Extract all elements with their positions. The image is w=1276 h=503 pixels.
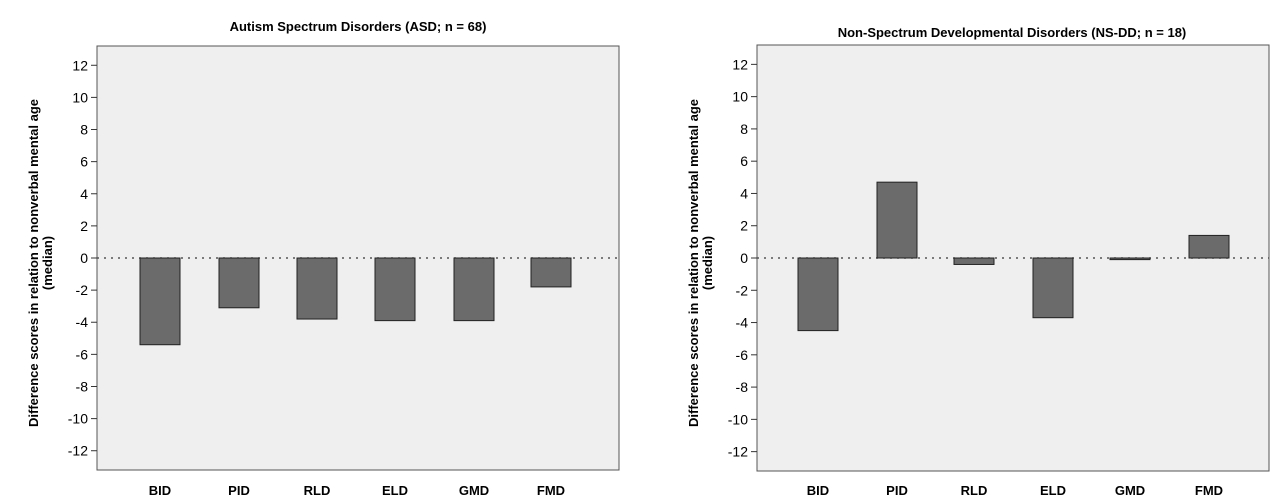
x-tick-label: PID [886, 483, 908, 498]
x-tick-label: GMD [1115, 483, 1145, 498]
y-tick-label: -12 [728, 444, 748, 460]
y-tick-label: -8 [736, 379, 749, 395]
bar-pid [218, 257, 260, 309]
bar-gmd [453, 257, 495, 322]
x-tick-label: PID [228, 483, 250, 498]
chart-title: Non-Spectrum Developmental Disorders (NS… [838, 25, 1187, 40]
x-tick-label: BID [149, 483, 171, 498]
y-tick-label: -4 [736, 315, 749, 331]
bar-fmd [530, 257, 572, 288]
y-tick-label: 6 [740, 153, 748, 169]
bar-fmd [1188, 234, 1230, 259]
y-tick-label: 0 [80, 250, 88, 266]
y-tick-label: 6 [80, 154, 88, 170]
bar-bid [139, 257, 181, 346]
y-tick-label: 12 [732, 56, 748, 72]
bar-pid [876, 181, 918, 259]
bar-rld [953, 257, 995, 265]
x-tick-label: FMD [1195, 483, 1223, 498]
y-tick-label: 10 [72, 89, 88, 105]
chart-title: Autism Spectrum Disorders (ASD; n = 68) [230, 19, 487, 34]
y-tick-label: 2 [740, 218, 748, 234]
y-tick-label: -12 [68, 443, 88, 459]
y-axis-label: Difference scores in relation to nonverb… [26, 99, 41, 427]
x-tick-label: GMD [459, 483, 489, 498]
chart-asd: Autism Spectrum Disorders (ASD; n = 68) … [26, 19, 620, 498]
bar-eld [374, 257, 416, 322]
x-tick-label: ELD [1040, 483, 1066, 498]
y-tick-label: 8 [740, 121, 748, 137]
chart-nsdd: Non-Spectrum Developmental Disorders (NS… [686, 25, 1270, 498]
y-tick-label: 4 [740, 185, 748, 201]
bar-gmd [1109, 257, 1151, 261]
y-tick-label: -2 [76, 282, 89, 298]
y-tick-label: -10 [728, 411, 748, 427]
x-tick-label: BID [807, 483, 829, 498]
y-tick-label: 12 [72, 57, 88, 73]
y-tick-label: -10 [68, 411, 88, 427]
bar-bid [797, 257, 839, 332]
y-axis-label: Difference scores in relation to nonverb… [686, 99, 701, 427]
y-tick-label: 4 [80, 186, 88, 202]
y-axis-label-sub: (median) [700, 236, 715, 290]
y-tick-label: 10 [732, 89, 748, 105]
x-tick-label: ELD [382, 483, 408, 498]
x-tick-label: RLD [304, 483, 331, 498]
x-tick-label: FMD [537, 483, 565, 498]
y-tick-label: -2 [736, 282, 749, 298]
y-tick-label: 8 [80, 122, 88, 138]
y-tick-label: 2 [80, 218, 88, 234]
x-tick-label: RLD [961, 483, 988, 498]
y-tick-label: -6 [76, 346, 89, 362]
y-axis-label-sub: (median) [40, 236, 55, 290]
y-tick-label: -4 [76, 314, 89, 330]
bar-rld [296, 257, 338, 320]
y-tick-label: -8 [76, 378, 89, 394]
y-tick-label: 0 [740, 250, 748, 266]
y-tick-label: -6 [736, 347, 749, 363]
bar-eld [1032, 257, 1074, 319]
